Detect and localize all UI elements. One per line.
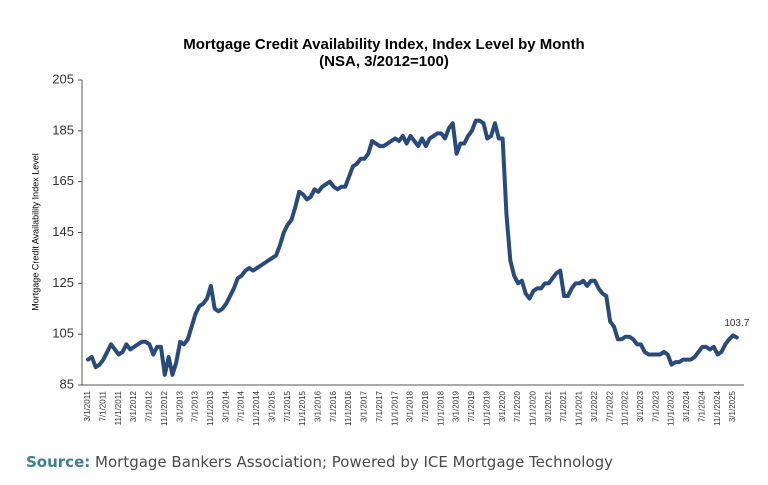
x-tick-label: 3/1/2016 [313,390,322,422]
source-text: Mortgage Bankers Association; Powered by… [95,453,614,471]
x-tick-label: 7/1/2016 [329,390,338,422]
x-tick-label: 7/1/2023 [651,390,660,422]
x-tick-label: 7/1/2024 [697,390,706,422]
x-tick-label: 7/1/2018 [421,390,430,422]
x-tick-label: 7/1/2020 [513,390,522,422]
x-tick-label: 3/1/2021 [544,390,553,422]
x-tick-label: 7/1/2017 [375,390,384,422]
x-tick-label: 11/1/2012 [160,390,169,426]
data-line [86,118,739,377]
end-value-label: 103.7 [724,318,749,329]
x-tick-label: 11/1/2013 [206,390,215,426]
x-tick-label: 3/1/2017 [360,390,369,422]
x-tick-label: 7/1/2015 [283,390,292,422]
y-tick-label: 125 [52,275,74,290]
x-tick-label: 3/1/2022 [590,390,599,422]
x-tick-label: 3/1/2011 [83,390,92,421]
x-tick-label: 3/1/2014 [221,390,230,422]
y-tick-label: 145 [52,224,74,239]
x-tick-label: 11/1/2024 [713,390,722,426]
x-tick-label: 7/1/2021 [559,390,568,422]
chart-subtitle: (NSA, 3/2012=100) [319,53,449,70]
x-tick-label: 11/1/2022 [621,390,630,426]
x-tick-label: 3/1/2020 [498,390,507,422]
x-tick-label: 7/1/2014 [237,390,246,422]
x-tick-label: 3/1/2018 [406,390,415,422]
x-tick-label: 11/1/2020 [528,390,537,426]
source-label: Source: [26,453,91,471]
x-tick-label: 7/1/2019 [467,390,476,422]
x-tick-label: 7/1/2013 [191,390,200,422]
y-tick-label: 205 [52,71,74,86]
x-tick-label: 11/1/2021 [575,390,584,426]
x-tick-label: 11/1/2019 [482,390,491,426]
y-axis-label: Mortgage Credit Availability Index Level [30,153,40,310]
x-tick-label: 11/1/2017 [390,390,399,426]
x-tick-label: 11/1/2023 [667,390,676,426]
x-tick-label: 3/1/2013 [175,390,184,422]
x-tick-label: 3/1/2023 [636,390,645,422]
x-tick-label: 7/1/2022 [605,390,614,422]
x-tick-label: 3/1/2024 [682,390,691,422]
x-tick-label: 11/1/2011 [114,390,123,425]
x-tick-label: 11/1/2014 [252,390,261,426]
x-tick-label: 11/1/2015 [298,390,307,426]
chart: Mortgage Credit Availability Index, Inde… [30,36,749,426]
y-tick-label: 165 [52,173,74,188]
source: Source: Mortgage Bankers Association; Po… [26,453,613,471]
x-tick-label: 3/1/2019 [452,390,461,422]
y-tick-label: 105 [52,326,74,341]
x-tick-label: 3/1/2012 [129,390,138,422]
y-tick-label: 85 [60,376,74,391]
x-tick-label: 11/1/2016 [344,390,353,426]
y-tick-label: 185 [52,122,74,137]
x-tick-label: 11/1/2018 [436,390,445,426]
chart-title: Mortgage Credit Availability Index, Inde… [183,36,584,53]
x-tick-label: 3/1/2015 [267,390,276,422]
x-tick-label: 7/1/2012 [145,390,154,422]
x-tick-label: 7/1/2011 [98,390,107,421]
x-tick-label: 3/1/2025 [728,390,737,422]
